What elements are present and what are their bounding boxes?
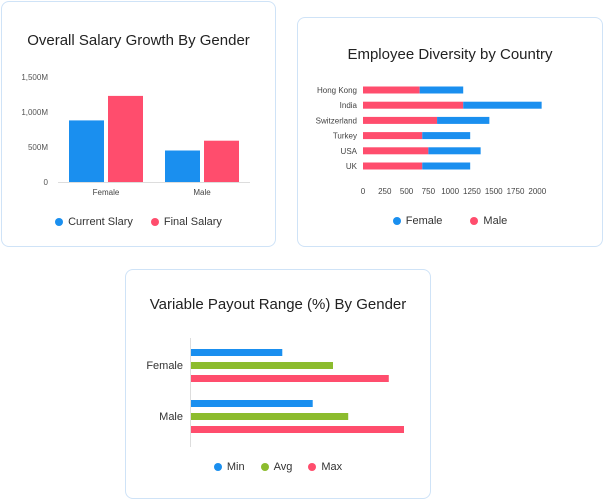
x-tick-label: 1250: [463, 187, 481, 196]
legend-item-final[interactable]: Final Salary: [150, 216, 222, 228]
legend-label: Female: [405, 215, 443, 227]
bar-hong-kong-female: [419, 86, 464, 94]
legend-dot-icon: [150, 218, 159, 226]
y-tick-label: Switzerland: [316, 116, 357, 125]
y-tick-label: USA: [341, 147, 358, 156]
legend-dot-icon: [392, 217, 401, 225]
y-tick-label: Hong Kong: [317, 86, 357, 95]
employee-diversity-card: Employee Diversity by Country Hong Kong I…: [297, 17, 603, 247]
y-tick-label: 1,000M: [21, 108, 48, 117]
chart-title: Variable Payout Range (%) By Gender: [149, 296, 407, 313]
x-tick-label: 2000: [528, 187, 546, 196]
variable-payout-card: Variable Payout Range (%) By Gender Fema…: [125, 269, 431, 499]
legend-label: Current Slary: [68, 216, 133, 228]
x-tick-label: Female: [93, 188, 120, 197]
legend-label: Min: [226, 461, 245, 473]
x-tick-label: 500: [400, 187, 414, 196]
bar-uk-female: [422, 162, 471, 170]
bar-usa-female: [428, 147, 481, 155]
legend-dot-icon: [308, 463, 317, 471]
bar-female-0: [69, 120, 104, 182]
bar-female-max: [191, 375, 389, 382]
bar-female-min: [191, 349, 283, 356]
y-tick-label: India: [340, 101, 358, 110]
bar-turkey-female: [422, 132, 471, 140]
y-tick-label: UK: [346, 162, 358, 171]
legend-item-max[interactable]: Max: [308, 461, 342, 473]
legend-dot-icon: [213, 463, 222, 471]
bar-male-avg: [191, 413, 349, 420]
bar-male-1: [204, 140, 239, 182]
employee-diversity-chart: Hong Kong India Switzerland Turkey USA UK 0 250…: [316, 86, 547, 196]
y-tick-label: 1,500M: [21, 73, 48, 82]
y-tick-label: Female: [146, 360, 183, 372]
bar-uk-male: [363, 162, 423, 170]
x-tick-label: 750: [422, 187, 436, 196]
legend-label: Final Salary: [163, 216, 222, 228]
chart-legend: Female Male: [298, 215, 602, 227]
x-tick-label: 1750: [507, 187, 525, 196]
bar-usa-male: [363, 147, 429, 155]
bar-hong-kong-male: [363, 86, 420, 94]
y-tick-label: Male: [159, 411, 183, 423]
legend-label: Max: [321, 461, 343, 473]
bar-female-avg: [191, 362, 333, 369]
chart-legend: Current Slary Final Salary: [2, 216, 275, 228]
y-tick-label: Turkey: [333, 132, 357, 141]
x-tick-label: 1000: [441, 187, 459, 196]
variable-payout-chart: Female Male: [146, 338, 404, 447]
x-tick-label: 1500: [485, 187, 503, 196]
x-tick-label: 250: [378, 187, 392, 196]
legend-item-male[interactable]: Male: [470, 215, 507, 227]
legend-dot-icon: [470, 217, 479, 225]
bar-male-min: [191, 400, 313, 407]
bar-switzerland-male: [363, 116, 438, 124]
y-tick-label: 500M: [28, 143, 48, 152]
bar-male-max: [191, 426, 404, 433]
bar-turkey-male: [363, 132, 423, 140]
chart-legend: Min Avg Max: [126, 461, 430, 473]
legend-item-avg[interactable]: Avg: [260, 461, 293, 473]
bar-india-male: [363, 101, 464, 109]
legend-item-female[interactable]: Female: [392, 215, 443, 227]
chart-title: Employee Diversity by Country: [347, 46, 553, 63]
legend-dot-icon: [55, 218, 64, 226]
salary-growth-chart: 0 500M 1,000M 1,500M Female Male: [21, 73, 250, 197]
y-tick-label: 0: [44, 178, 49, 187]
bar-male-0: [165, 150, 200, 182]
chart-title: Overall Salary Growth By Gender: [27, 32, 250, 49]
salary-growth-card: Overall Salary Growth By Gender 0 500M 1,0…: [1, 1, 276, 247]
x-tick-label: Male: [193, 188, 211, 197]
bar-female-1: [108, 95, 143, 182]
legend-dot-icon: [260, 463, 269, 471]
bar-switzerland-female: [437, 116, 490, 124]
legend-item-min[interactable]: Min: [213, 461, 245, 473]
x-tick-label: 0: [361, 187, 366, 196]
bar-india-female: [463, 101, 542, 109]
legend-label: Male: [483, 215, 508, 227]
legend-item-current[interactable]: Current Slary: [55, 216, 133, 228]
legend-label: Avg: [273, 461, 293, 473]
